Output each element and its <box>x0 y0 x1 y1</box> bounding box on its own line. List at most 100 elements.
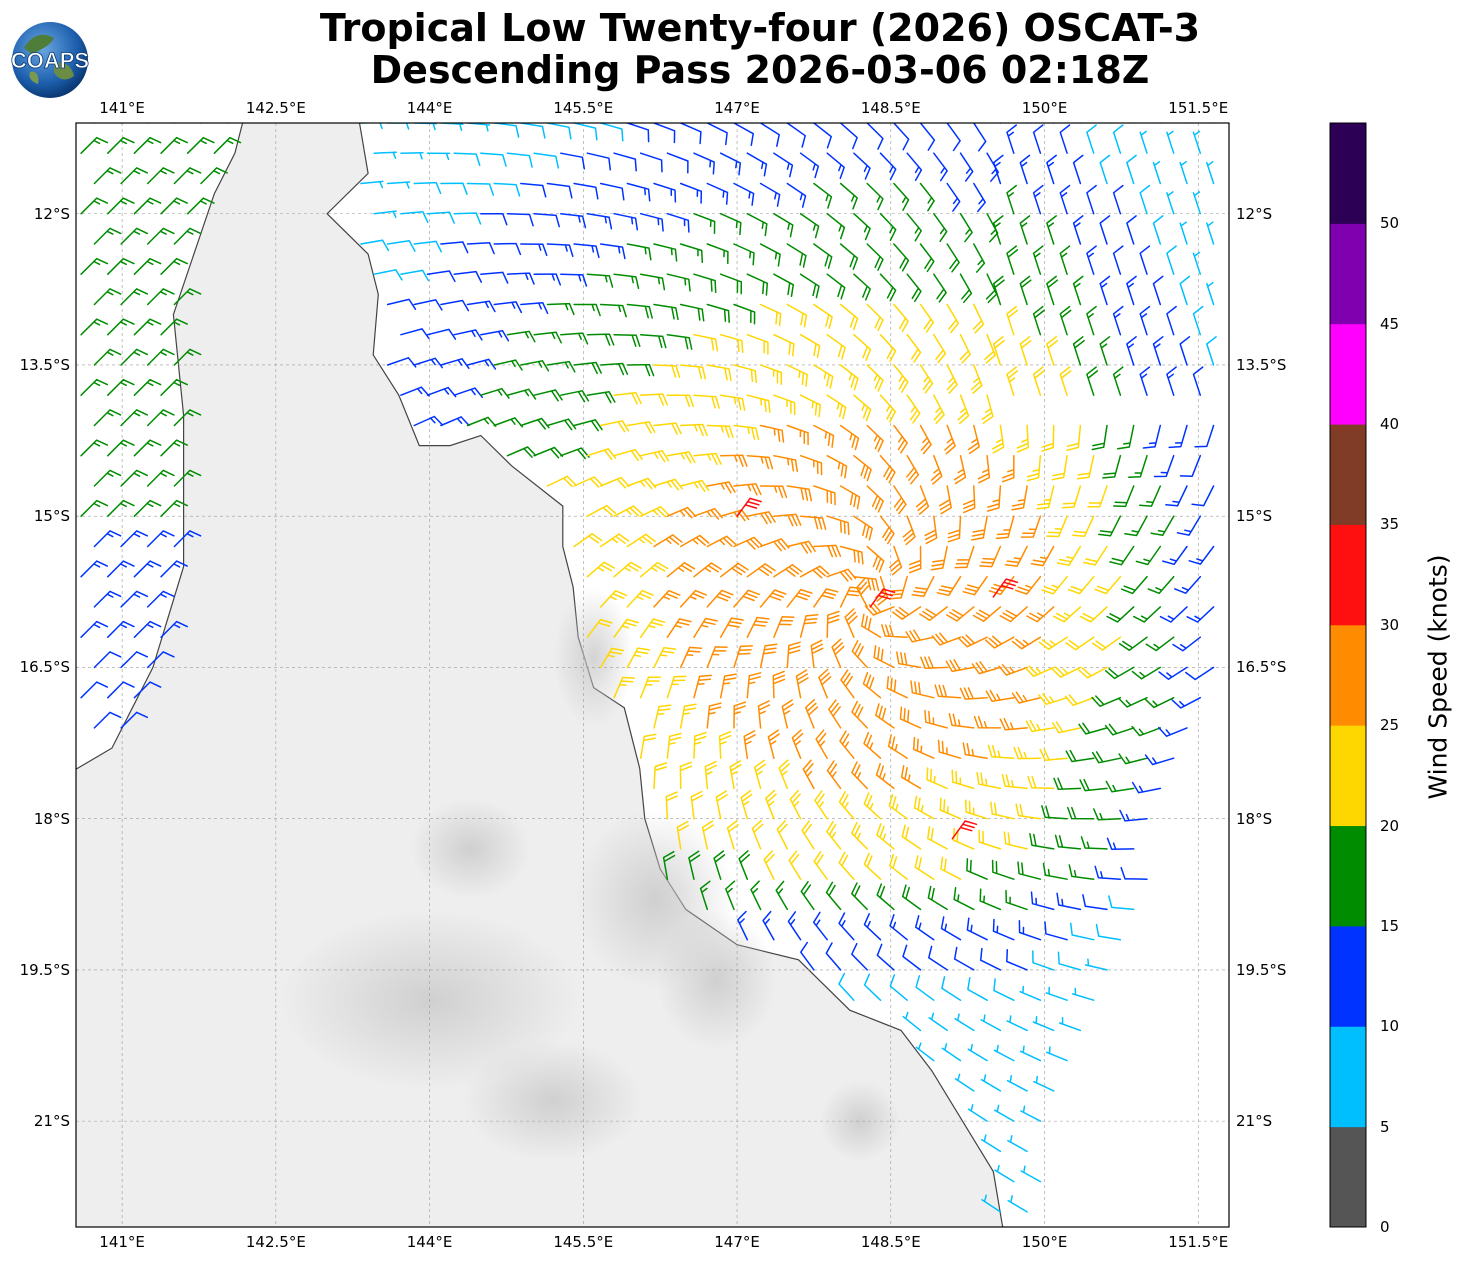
wind-barb <box>1059 245 1071 275</box>
wind-barb <box>107 560 135 578</box>
wind-barb <box>1179 275 1191 306</box>
wind-barb <box>493 182 521 197</box>
wind-barb <box>1112 124 1124 154</box>
wind-barb <box>1166 305 1177 336</box>
wind-barb <box>831 638 845 669</box>
wind-barb <box>213 136 242 154</box>
wind-barb <box>839 485 861 510</box>
wind-barb <box>1006 305 1019 336</box>
lat-label-left: 19.5°S <box>19 960 70 979</box>
wind-barb <box>802 759 815 790</box>
wind-barb <box>813 182 833 209</box>
wind-barb <box>653 762 668 790</box>
wind-barb <box>860 613 882 638</box>
wind-barb <box>959 687 988 700</box>
wind-barb <box>679 703 697 729</box>
wind-barb <box>919 606 948 622</box>
wind-barb <box>1019 985 1042 1001</box>
wind-barb <box>719 333 744 354</box>
wind-barb <box>560 212 587 229</box>
wind-barb <box>866 303 884 332</box>
wind-barb <box>653 422 682 435</box>
wind-barb <box>946 364 958 394</box>
colorbar-bin <box>1330 1026 1366 1128</box>
wind-barb <box>759 485 788 499</box>
wind-barb <box>453 152 481 167</box>
wind-barb <box>1191 485 1215 507</box>
wind-barb <box>945 606 975 622</box>
wind-barb <box>940 916 962 941</box>
lon-label-top: 141°E <box>99 99 145 117</box>
wind-barb <box>713 850 726 880</box>
wind-barb <box>386 240 416 252</box>
wind-barb <box>440 358 470 370</box>
wind-barb <box>763 850 775 880</box>
wind-barb <box>400 152 424 160</box>
wind-barb <box>927 826 948 850</box>
wind-barb <box>786 540 816 554</box>
wind-barb <box>901 824 922 850</box>
colorbar-frame <box>1329 122 1367 1228</box>
wind-barb <box>889 545 903 576</box>
wind-barb <box>813 485 836 506</box>
wind-barb <box>586 504 617 517</box>
wind-barb <box>914 855 935 880</box>
wind-barb <box>679 423 708 437</box>
wind-barb <box>800 941 815 971</box>
wind-barb <box>1020 1165 1042 1183</box>
wind-barb <box>1039 748 1068 761</box>
wind-barb <box>440 182 468 195</box>
wind-barb <box>993 978 1015 1001</box>
wind-barb <box>786 303 808 328</box>
wind-barb <box>778 759 791 790</box>
wind-barb <box>599 182 625 201</box>
wind-barb <box>1038 636 1068 650</box>
wind-barb <box>1133 606 1162 623</box>
wind-barb <box>719 617 744 638</box>
wind-barb <box>931 632 962 646</box>
wind-barb <box>626 589 654 608</box>
title-line-2: Descending Pass 2026-03-06 02:18Z <box>370 48 1150 92</box>
wind-barb <box>173 227 202 245</box>
wind-barb <box>120 409 149 427</box>
wind-barb <box>1045 986 1068 1001</box>
wind-barb <box>719 562 749 578</box>
wind-barb <box>386 298 417 310</box>
wind-barb <box>981 394 994 424</box>
wind-barb <box>160 620 188 638</box>
wind-barb <box>1006 949 1028 971</box>
wind-barb <box>679 761 693 790</box>
wind-barb <box>966 917 988 941</box>
wind-barb <box>866 182 884 211</box>
wind-barb <box>133 620 162 638</box>
wind-barb <box>599 123 624 142</box>
wind-barb <box>947 515 962 543</box>
wind-barb <box>599 476 630 489</box>
wind-barb <box>160 318 188 336</box>
wind-barb <box>1192 191 1202 215</box>
wind-barb <box>626 182 651 202</box>
colorbar-bin <box>1330 424 1366 525</box>
wind-barb <box>1192 251 1202 275</box>
wind-barb <box>1001 773 1028 790</box>
map-frame <box>75 122 1230 1228</box>
wind-barb <box>653 589 681 608</box>
wind-barb <box>546 182 573 199</box>
wind-barb <box>826 212 846 240</box>
wind-barb <box>693 731 707 759</box>
wind-barb <box>875 703 895 729</box>
wind-barb <box>851 882 868 911</box>
wind-barb <box>981 1134 1002 1153</box>
wind-barb <box>946 182 961 212</box>
wind-barb <box>957 394 970 425</box>
wind-barb <box>959 152 974 182</box>
wind-barb <box>927 885 948 911</box>
wind-barb <box>800 881 815 911</box>
wind-barb <box>826 333 846 360</box>
wind-barb <box>733 364 758 384</box>
wind-barb <box>573 123 598 141</box>
wind-barb <box>733 645 753 669</box>
wind-barb <box>706 123 728 146</box>
wind-barb <box>879 515 895 545</box>
wind-barb <box>853 515 873 541</box>
